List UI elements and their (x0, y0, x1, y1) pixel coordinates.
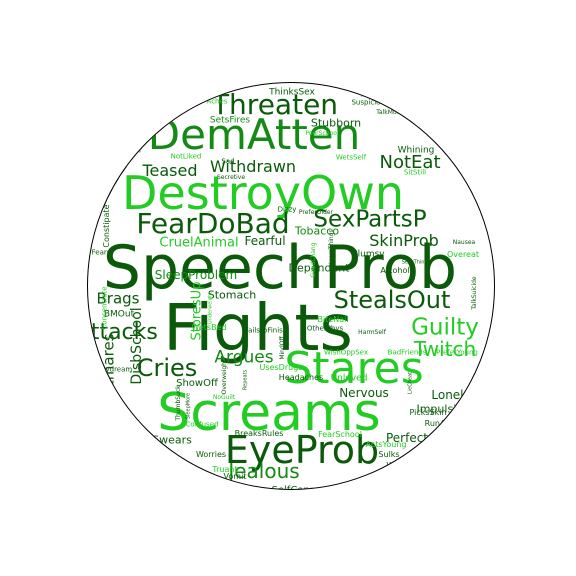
cloud-word: Brags (96, 289, 140, 308)
cloud-word: CruelAnimal (159, 235, 239, 251)
cloud-word: SleepMore (185, 392, 192, 420)
cloud-word: Cries (136, 354, 198, 382)
cloud-word: FailsToFinish (244, 326, 288, 335)
cloud-word: HarmSelf (358, 329, 386, 336)
cloud-word: DemAtten (147, 110, 361, 159)
cloud-word: Underweight (207, 292, 214, 324)
cloud-word: ActsYoung (365, 440, 407, 449)
cloud-word: BreaksRules (234, 429, 284, 438)
cloud-word: SleepProblem (154, 268, 238, 282)
cloud-word: Stubborn (310, 116, 362, 130)
cloud-word: GoodChang (310, 242, 317, 278)
cloud-word: Sad (221, 157, 235, 166)
cloud-word: SitStill (403, 168, 427, 177)
cloud-word: Twitch (413, 337, 477, 361)
cloud-word: NotLiked (170, 152, 202, 161)
cloud-word: Concentrate (100, 286, 109, 330)
cloud-word: Aches (206, 97, 228, 106)
cloud-word: SelfConsc (272, 486, 321, 490)
cloud-word: Repeats (242, 369, 249, 391)
cloud-word: PoorSchool (305, 130, 339, 137)
cloud-word: Threaten (211, 88, 339, 121)
cloud-word: Unloved (330, 373, 368, 384)
cloud-word: MindOff (279, 336, 286, 360)
cloud-word: Truant (212, 465, 238, 474)
cloud-word: Vomit (223, 472, 247, 481)
word-cloud: SpeechProb Fights Screams DestroyOwn Dem… (87, 82, 495, 490)
cloud-word: Shy (103, 417, 127, 431)
cloud-word: Nausea (452, 239, 476, 246)
cloud-word: WishOppSex (324, 348, 368, 357)
cloud-word: NotEat (379, 152, 441, 173)
cloud-word: WetsBed (191, 323, 227, 332)
cloud-word: Withdrawn (209, 157, 297, 176)
cloud-word: Guilty (411, 314, 479, 341)
cloud-word: LieCheat (407, 371, 414, 395)
cloud-word: PreferOlder (298, 209, 334, 216)
cloud-word: Stomach (207, 288, 257, 302)
cloud-word: SkinProb (369, 231, 439, 250)
cloud-word: Worthless (386, 461, 426, 470)
cloud-word: Overweight (221, 359, 228, 395)
cloud-word: RunAway (424, 419, 462, 428)
cloud-word: Suspicious (351, 98, 389, 107)
cloud-word: Lonely (431, 388, 471, 402)
cloud-word: Temper (116, 146, 142, 155)
cloud-word: Stares (284, 343, 424, 394)
cloud-word: OtherPhys (306, 324, 344, 333)
cloud-word: BadFriends (387, 348, 427, 357)
cloud-word: ThumbSuck (175, 385, 182, 421)
cloud-word: SexPartsP (313, 206, 427, 233)
cloud-word: Whining (397, 145, 435, 156)
cloud-word: ShowOff (176, 378, 218, 389)
cloud-word: BiteNail (317, 315, 349, 324)
cloud-word: Confused (185, 420, 219, 429)
cloud-word: EyeProb (224, 428, 380, 472)
cloud-word: TalkMuch (376, 109, 404, 116)
cloud-word: Alcohol (380, 266, 410, 275)
cloud-word: Worries (195, 450, 227, 459)
cloud-word: NoGuilt (212, 394, 236, 401)
cloud-word: HearsThings (328, 229, 335, 267)
cloud-word: Sulks (378, 450, 400, 459)
cloud-word: Fears (91, 248, 111, 257)
cloud-word: FearDoBad (136, 207, 290, 240)
cloud-word: UsesDrugs (259, 363, 303, 372)
cloud-word: Secretive (216, 174, 246, 181)
cloud-word: Dependent (288, 261, 350, 275)
cloud-word: BMOut (103, 309, 135, 320)
cloud-word: Argues (214, 347, 274, 368)
cloud-word: StrangeBehav (360, 92, 396, 99)
cloud-word: Overeat (446, 250, 480, 259)
cloud-word: SleepWalk (98, 370, 107, 408)
cloud-word: WetsSelf (335, 153, 367, 162)
cloud-word: Swears (152, 433, 192, 447)
cloud-word: PicksSkin (409, 408, 447, 417)
cloud-word: Jealous (228, 459, 300, 483)
cloud-word: DestroyOwn (122, 166, 404, 220)
cloud-word: Constipate (102, 204, 111, 248)
cloud-word: SpeechProb (102, 233, 458, 303)
cloud-word: Fearful (244, 234, 286, 248)
cloud-word: TalkSuicide (471, 276, 478, 310)
cloud-word: PreferYoung (436, 348, 478, 357)
cloud-word: Attacks (88, 320, 158, 345)
cloud-word: Screams (157, 383, 381, 443)
cloud-word: Clumsy (351, 249, 385, 260)
cloud-word: SetsFires (209, 115, 251, 126)
cloud-word: Impulsive (416, 402, 470, 416)
cloud-word: ThinksSex (269, 87, 315, 98)
cloud-word: StealsOut (333, 286, 451, 314)
cloud-word: Perfect (385, 431, 429, 445)
cloud-word: SeesThings (401, 259, 431, 266)
cloud-word: Dizzy (277, 205, 297, 214)
cloud-word: Tobacco (294, 224, 340, 238)
cloud-word: Daydream (95, 365, 133, 374)
cloud-word: Teased (142, 161, 198, 180)
cloud-word: Nervous (339, 386, 389, 400)
cloud-word: FearSchool (318, 430, 362, 439)
cloud-word: Headaches (278, 373, 324, 382)
cloud-word: Fights (163, 292, 353, 366)
